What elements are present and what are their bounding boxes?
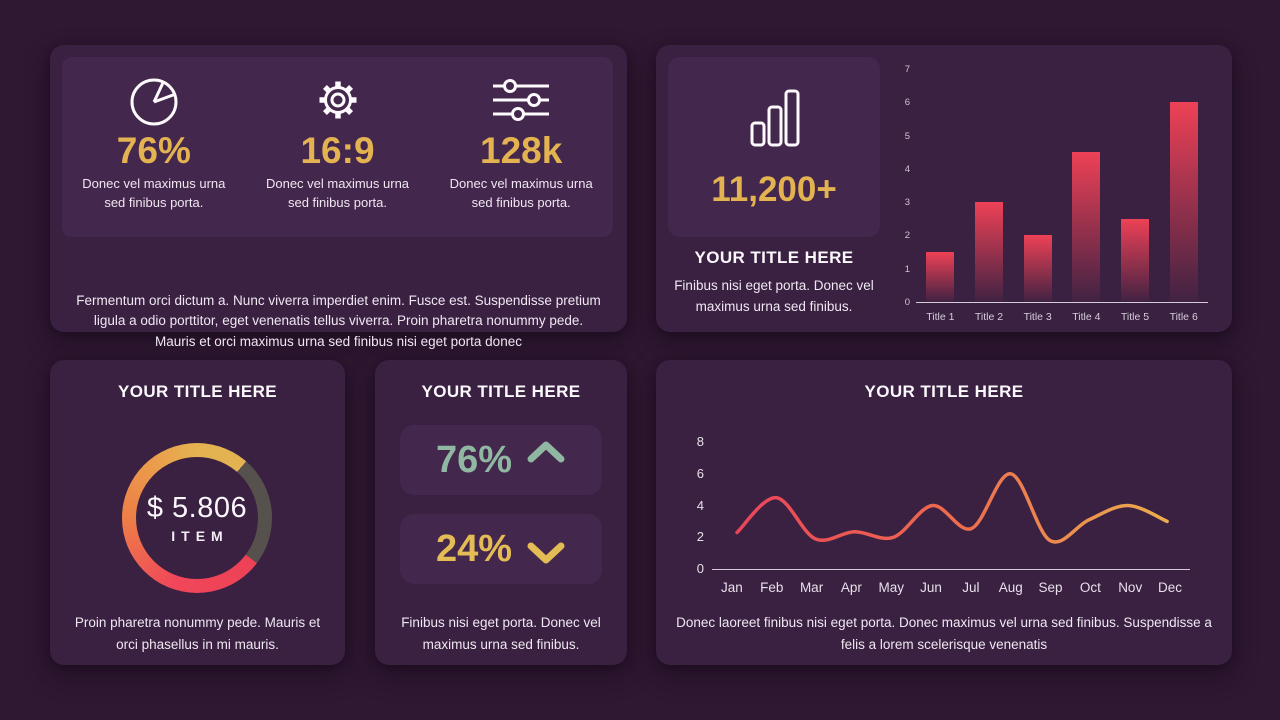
stat-value: 76% [116, 130, 191, 171]
bar-chart-icon [742, 85, 806, 154]
stat-caption: Donec vel maximus urna sed finibus porta… [265, 176, 410, 211]
stat-value: 16:9 [300, 130, 375, 171]
bar-chart-plot-area [916, 70, 1208, 303]
line-y-tick: 8 [696, 434, 704, 449]
bar-column [916, 70, 965, 302]
donut-caption: Proin pharetra nonummy pede. Mauris et o… [74, 615, 321, 652]
kpi-down-tile: 24% [400, 514, 602, 584]
bar [1169, 102, 1198, 302]
bar [1023, 235, 1052, 302]
donut-unit: ITEM [171, 528, 229, 544]
stat-item-ratio: 16:9 Donec vel maximus urna sed finibus … [246, 57, 430, 237]
sliders-icon [489, 71, 553, 129]
bar-x-label: Title 6 [1169, 311, 1198, 323]
kpi-card: YOUR TITLE HERE 76% 24% Finibus nisi ege… [375, 360, 627, 665]
line-x-label: Dec [1158, 580, 1183, 595]
chevron-up-icon [527, 441, 565, 463]
donut-center: $ 5.806 ITEM [136, 457, 258, 579]
pie-chart-icon [126, 71, 182, 129]
bar-x-label: Title 1 [926, 311, 955, 323]
bar-y-tick: 4 [904, 163, 910, 175]
line-x-label: Feb [760, 580, 784, 595]
bar-y-tick: 7 [904, 64, 910, 75]
stat-caption: Donec vel maximus urna sed finibus porta… [82, 176, 226, 211]
stat-item-percent: 76% Donec vel maximus urna sed finibus p… [62, 57, 246, 237]
line-chart-caption: Donec laoreet finibus nisi eget porta. D… [676, 615, 1212, 652]
bar-column [1111, 70, 1160, 302]
bar [1121, 218, 1150, 302]
highlight-bar-chart-card: 11,200+ YOUR TITLE HERE Finibus nisi ege… [656, 45, 1232, 332]
stat-item-count: 128k Donec vel maximus urna sed finibus … [429, 57, 613, 237]
bar-y-tick: 6 [904, 97, 910, 109]
bar-column [965, 70, 1014, 302]
bar-y-tick: 5 [904, 130, 910, 142]
line-x-label: Jun [920, 580, 942, 595]
stat-value: 128k [480, 130, 563, 171]
bar-y-tick: 0 [904, 297, 910, 308]
line-x-label: Sep [1038, 580, 1063, 595]
line-chart-plot [735, 472, 1169, 544]
bar [975, 202, 1003, 302]
line-chart-baseline [712, 569, 1190, 570]
line-x-label: Aug [998, 580, 1023, 595]
line-x-label: Oct [1079, 580, 1101, 595]
bar-column [1013, 70, 1062, 302]
bar-column [1062, 70, 1111, 302]
kpi-up-value: 76% [435, 438, 513, 481]
bar-x-label: Title 4 [1072, 311, 1101, 323]
kpi-card-title: YOUR TITLE HERE [421, 382, 581, 401]
chevron-down-icon [527, 542, 565, 564]
donut-gauge: $ 5.806 ITEM [122, 443, 272, 593]
kpi-up-tile: 76% [400, 425, 602, 495]
stat-caption: Donec vel maximus urna sed finibus porta… [449, 176, 593, 211]
bar-y-tick: 3 [904, 197, 910, 209]
stats-strip: 76% Donec vel maximus urna sed finibus p… [62, 57, 613, 237]
bar-y-tick: 1 [904, 263, 910, 275]
bar [926, 252, 955, 302]
highlight-caption: Finibus nisi eget porta. Donec vel maxim… [674, 278, 874, 314]
highlight-tile: 11,200+ [668, 57, 880, 237]
line-x-label: Mar [799, 580, 824, 595]
line-x-label: Apr [840, 580, 862, 595]
stats-card: 76% Donec vel maximus urna sed finibus p… [50, 45, 627, 349]
bar-chart-x-axis: Title 1 Title 2 Title 3 Title 4 Title 5 Title… [916, 311, 1208, 323]
line-y-tick: 4 [696, 497, 704, 513]
gear-icon [310, 71, 366, 129]
kpi-down-value: 24% [435, 527, 513, 570]
line-x-label: Nov [1118, 580, 1143, 595]
line-y-tick: 2 [696, 529, 704, 545]
highlight-title: YOUR TITLE HERE [694, 248, 854, 267]
bar-chart-y-axis: 7 6 5 4 3 2 1 0 [894, 64, 910, 308]
bar-y-tick: 2 [904, 230, 910, 242]
bar-column [1159, 70, 1208, 302]
highlight-value: 11,200+ [711, 169, 837, 209]
donut-gauge-card: YOUR TITLE HERE $ 5.806 ITEM Proin phare… [50, 360, 345, 665]
line-chart-title: YOUR TITLE HERE [864, 382, 1024, 401]
line-chart-x-axis: Jan Feb Mar Apr May Jun Jul Aug Sep Oct Nov Dec [712, 580, 1190, 595]
bar [1072, 152, 1101, 302]
bar-x-label: Title 5 [1120, 311, 1150, 323]
bar-x-label: Title 2 [974, 311, 1004, 323]
donut-value: $ 5.806 [146, 492, 248, 524]
bar-x-label: Title 3 [1023, 311, 1052, 323]
line-chart-card: YOUR TITLE HERE Jan Feb Mar Apr May Jun Jul Aug… [656, 360, 1232, 665]
line-y-tick: 0 [696, 561, 704, 576]
kpi-caption: Finibus nisi eget porta. Donec vel maxim… [401, 615, 601, 652]
line-x-label: May [878, 580, 904, 595]
donut-card-title: YOUR TITLE HERE [117, 382, 277, 401]
line-x-label: Jul [962, 580, 980, 595]
line-x-label: Jan [721, 580, 743, 595]
stats-paragraph: Fermentum orci dictum a. Nunc viverra im… [76, 293, 601, 349]
line-y-tick: 6 [696, 465, 704, 481]
